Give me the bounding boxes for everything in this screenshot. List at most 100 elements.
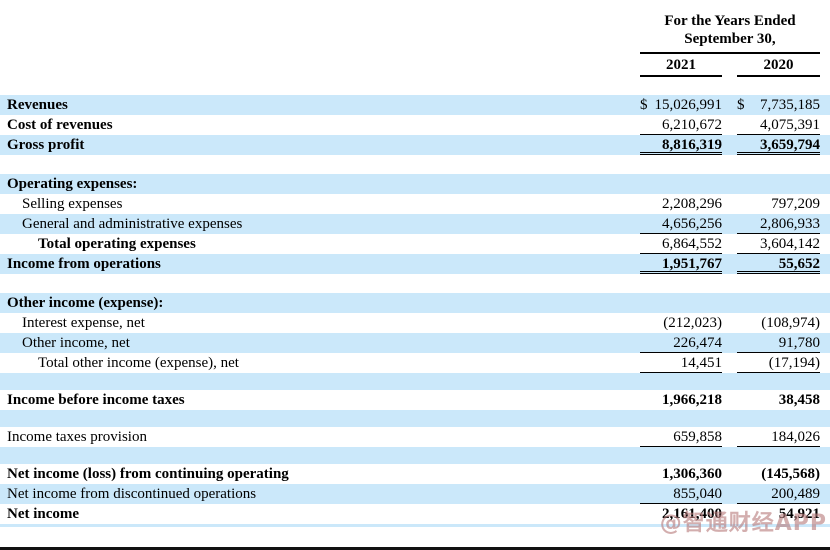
value-number: 659,858 (673, 429, 722, 445)
row-values: 1,951,767 55,652 (640, 254, 820, 274)
row-label: Revenues (7, 97, 68, 113)
value-2020: (145,568) (737, 464, 820, 484)
value-number: 2,161,400 (662, 506, 722, 522)
row-label: Income taxes provision (7, 429, 147, 445)
table-row: Selling expenses 2,208,296 797,209 (0, 194, 830, 214)
value-2020: 200,489 (737, 484, 820, 504)
dollar-sign: $ (640, 97, 648, 113)
spacer-row (0, 373, 830, 390)
value-2020 (737, 293, 820, 313)
value-2021: 1,966,218 (640, 390, 722, 410)
table-row: Other income (expense): (0, 293, 830, 313)
row-values: 6,210,672 4,075,391 (640, 115, 820, 135)
value-number: (17,194) (768, 355, 820, 371)
bottom-edge-line (0, 547, 830, 550)
value-number: 3,659,794 (760, 137, 820, 153)
table-row: Interest expense, net (212,023) (108,974) (0, 313, 830, 333)
row-values (640, 174, 820, 194)
row-values: 6,864,552 3,604,142 (640, 234, 820, 254)
row-label: Other income, net (22, 335, 130, 351)
value-number: 1,951,767 (662, 256, 722, 272)
value-2021: 6,210,672 (640, 115, 722, 135)
row-label: Income from operations (7, 256, 161, 272)
table-row: Income taxes provision 659,858 184,026 (0, 427, 830, 447)
value-2020: 91,780 (737, 333, 820, 353)
value-2021: 4,656,256 (640, 214, 722, 234)
value-number: 200,489 (771, 486, 820, 502)
row-label: Interest expense, net (22, 315, 145, 331)
year-columns: 2021 2020 (640, 56, 820, 77)
period-title-line1: For the Years Ended (664, 13, 796, 29)
value-2021: 226,474 (640, 333, 722, 353)
value-number: 797,209 (771, 196, 820, 212)
table-row: Income before income taxes 1,966,218 38,45… (0, 390, 830, 410)
value-number: 2,806,933 (760, 216, 820, 232)
table-row: Net income 2,161,400 54,921 (0, 504, 830, 524)
row-label: Income before income taxes (7, 392, 185, 408)
value-2021 (640, 174, 722, 194)
spacer-row (0, 155, 830, 174)
row-values: 1,966,218 38,458 (640, 390, 820, 410)
table-header: For the Years Ended September 30, 2021 2… (0, 0, 830, 95)
table-row: Total other income (expense), net 14,451 (… (0, 353, 830, 373)
value-2021: 2,161,400 (640, 504, 722, 524)
table-row: Net income (loss) from continuing operat… (0, 464, 830, 484)
value-2021: 1,306,360 (640, 464, 722, 484)
value-number: 55,652 (778, 256, 820, 272)
table-row: Other income, net 226,474 91,780 (0, 333, 830, 353)
row-values: 226,474 91,780 (640, 333, 820, 353)
value-2020: 3,604,142 (737, 234, 820, 254)
value-2021: 855,040 (640, 484, 722, 504)
value-number: 15,026,991 (654, 97, 723, 113)
value-2021: 14,451 (640, 353, 722, 373)
row-values: (212,023) (108,974) (640, 313, 820, 333)
table-row: Operating expenses: (0, 174, 830, 194)
spacer-row (0, 447, 830, 464)
row-label: Net income (loss) from continuing operat… (7, 466, 289, 482)
row-label: Gross profit (7, 137, 85, 153)
row-label: Net income (7, 506, 80, 522)
table-row: Revenues $15,026,991 $7,735,185 (0, 95, 830, 115)
value-number: (108,974) (761, 315, 820, 331)
table-row: Total operating expenses 6,864,552 3,604,1… (0, 234, 830, 254)
value-2020 (737, 174, 820, 194)
value-number: 8,816,319 (662, 137, 722, 153)
value-2021: 2,208,296 (640, 194, 722, 214)
table-row: Cost of revenues 6,210,672 4,075,391 (0, 115, 830, 135)
row-label: Net income from discontinued operations (7, 486, 257, 502)
spacer-row (0, 410, 830, 427)
value-number: 54,921 (778, 506, 820, 522)
value-2021: 659,858 (640, 427, 722, 447)
value-2020: (17,194) (737, 353, 820, 373)
row-values: 2,161,400 54,921 (640, 504, 820, 524)
row-values: 659,858 184,026 (640, 427, 820, 447)
value-2021: 1,951,767 (640, 254, 722, 274)
table-body: Revenues $15,026,991 $7,735,185 Cost of rev… (0, 95, 830, 524)
value-number: 3,604,142 (760, 236, 820, 252)
row-values (640, 293, 820, 313)
value-number: (212,023) (663, 315, 722, 331)
value-number: 855,040 (673, 486, 722, 502)
row-values: 2,208,296 797,209 (640, 194, 820, 214)
dollar-sign: $ (737, 97, 745, 113)
table-row: Gross profit 8,816,319 3,659,794 (0, 135, 830, 155)
table-row: Income from operations 1,951,767 55,652 (0, 254, 830, 274)
value-2021 (640, 293, 722, 313)
row-label: Other income (expense): (7, 295, 164, 311)
column-header-2021: 2021 (640, 56, 722, 77)
row-values: $15,026,991 $7,735,185 (640, 95, 820, 115)
table-row: General and administrative expenses 4,656… (0, 214, 830, 234)
table-row: Net income from discontinued operations 8… (0, 484, 830, 504)
value-2021: (212,023) (640, 313, 722, 333)
value-2020: $7,735,185 (737, 95, 820, 115)
row-label: Cost of revenues (7, 117, 113, 133)
value-number: 1,306,360 (662, 466, 722, 482)
period-title: For the Years Ended September 30, (640, 12, 820, 54)
value-2021: 6,864,552 (640, 234, 722, 254)
row-values: 1,306,360 (145,568) (640, 464, 820, 484)
value-number: 6,210,672 (662, 117, 722, 133)
value-number: (145,568) (761, 466, 820, 482)
row-label: Total operating expenses (38, 236, 196, 252)
row-values: 855,040 200,489 (640, 484, 820, 504)
